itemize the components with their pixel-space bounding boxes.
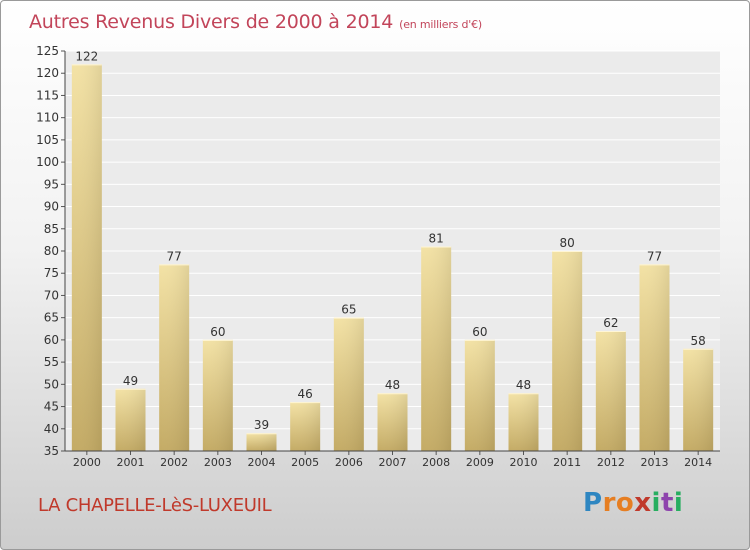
bar-shading (246, 433, 277, 451)
bar-shading (377, 393, 408, 451)
x-tick-label: 2003 (204, 456, 232, 469)
bar-value-label: 122 (75, 49, 98, 63)
bar-value-label: 65 (341, 303, 356, 317)
bar-value-label: 49 (123, 374, 138, 388)
y-tick-label: 90 (44, 200, 59, 214)
y-tick-label: 115 (36, 88, 59, 102)
bar-shading (333, 317, 364, 451)
x-tick-label: 2004 (248, 456, 276, 469)
bar-value-label: 48 (516, 378, 531, 392)
x-tick-label: 2000 (73, 456, 101, 469)
bar-value-label: 77 (167, 249, 182, 263)
bar-value-label: 48 (385, 378, 400, 392)
bar-shading (683, 348, 714, 451)
x-tick-label: 2011 (553, 456, 581, 469)
y-tick-label: 110 (36, 111, 59, 125)
bar-shading (159, 264, 190, 451)
bar-value-label: 60 (472, 325, 487, 339)
bar-value-label: 46 (298, 387, 313, 401)
x-tick-label: 2013 (641, 456, 669, 469)
bar-value-label: 39 (254, 418, 269, 432)
bar-shading (552, 251, 583, 451)
logo-letter: i (651, 488, 661, 518)
y-tick-label: 95 (44, 177, 59, 191)
location-label: LA CHAPELLE-LèS-LUXEUIL (38, 495, 272, 516)
bar-shading (421, 246, 452, 451)
bar-shading (115, 388, 146, 451)
chart-title: Autres Revenus Divers de 2000 à 2014 (en … (29, 11, 482, 33)
y-tick-label: 45 (44, 400, 59, 414)
bar-value-label: 60 (210, 325, 225, 339)
title-unit: (en milliers d'€) (399, 18, 483, 31)
x-tick-label: 2012 (597, 456, 625, 469)
y-tick-label: 105 (36, 133, 59, 147)
y-tick-label: 85 (44, 222, 59, 236)
x-tick-label: 2010 (510, 456, 538, 469)
x-tick-label: 2002 (160, 456, 188, 469)
x-tick-label: 2014 (684, 456, 712, 469)
logo-letter: x (634, 488, 652, 518)
y-tick-label: 80 (44, 244, 59, 258)
y-tick-label: 125 (36, 44, 59, 58)
bar-shading (595, 331, 626, 451)
bar-shading (639, 264, 670, 451)
bar-shading (71, 64, 102, 452)
bar-shading (508, 393, 539, 451)
x-tick-label: 2008 (422, 456, 450, 469)
logo-letter: o (615, 488, 635, 518)
y-tick-label: 60 (44, 333, 59, 347)
y-tick-label: 55 (44, 355, 59, 369)
bar-value-label: 62 (603, 316, 618, 330)
bar-value-label: 58 (691, 334, 706, 348)
proxiti-logo: Proxiti (583, 488, 683, 518)
x-tick-label: 2009 (466, 456, 494, 469)
x-tick-label: 2001 (117, 456, 145, 469)
logo-letter: P (583, 488, 603, 518)
title-text: Autres Revenus Divers de 2000 à 2014 (29, 11, 394, 33)
bar-value-label: 77 (647, 249, 662, 263)
y-tick-label: 75 (44, 266, 59, 280)
y-tick-label: 70 (44, 288, 59, 302)
bar-value-label: 81 (429, 232, 444, 246)
y-tick-label: 35 (44, 444, 59, 458)
x-tick-label: 2007 (379, 456, 407, 469)
bar-shading (290, 402, 321, 451)
y-tick-label: 65 (44, 311, 59, 325)
y-tick-label: 120 (36, 66, 59, 80)
y-tick-label: 50 (44, 377, 59, 391)
bar-value-label: 80 (560, 236, 575, 250)
x-tick-label: 2006 (335, 456, 363, 469)
y-tick-label: 40 (44, 422, 59, 436)
bar-shading (202, 339, 233, 451)
logo-letter: r (602, 488, 616, 518)
x-tick-label: 2005 (291, 456, 319, 469)
logo-letter: i (673, 488, 684, 518)
logo-letter: t (660, 488, 674, 518)
bar-shading (464, 339, 495, 451)
y-tick-label: 100 (36, 155, 59, 169)
